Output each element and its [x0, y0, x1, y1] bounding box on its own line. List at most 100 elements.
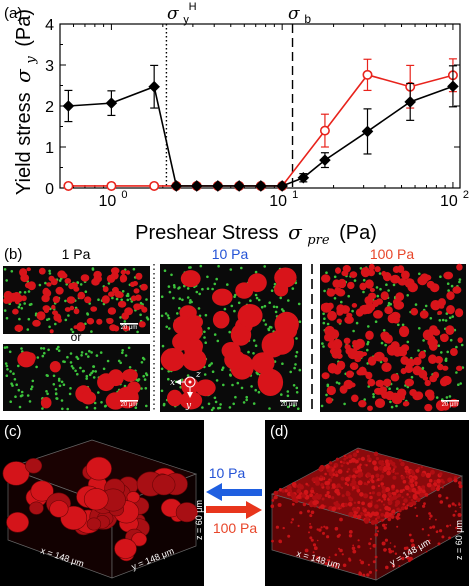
label-1pa: 1 Pa	[62, 246, 91, 262]
droplet	[456, 365, 463, 371]
particle	[38, 283, 42, 287]
droplet-fine	[367, 480, 370, 484]
particle	[136, 330, 139, 334]
droplet-fine	[348, 497, 354, 502]
particle	[359, 267, 363, 270]
droplet-fine	[371, 485, 376, 490]
droplet-fine	[401, 556, 405, 561]
droplet-fine	[346, 483, 350, 487]
data-point-circle	[149, 180, 160, 191]
particle	[17, 305, 21, 309]
particle	[172, 296, 175, 300]
droplet-fine	[296, 488, 302, 494]
particle	[255, 296, 259, 300]
particle	[374, 320, 378, 324]
droplet-fine	[348, 558, 352, 562]
droplet	[57, 317, 62, 323]
micrograph-10pa: 20 μm x y z	[160, 264, 302, 412]
particle	[126, 298, 130, 302]
svg-text:x: x	[170, 378, 175, 388]
droplet-fine	[394, 503, 398, 507]
droplet-fine	[325, 485, 330, 490]
droplet	[64, 307, 71, 312]
droplet-fine	[348, 474, 353, 479]
particle	[160, 367, 164, 371]
droplet-fine	[410, 483, 415, 488]
particle	[162, 403, 166, 407]
particle	[201, 287, 204, 291]
droplet	[14, 324, 24, 332]
particle	[176, 312, 179, 315]
droplet-fine	[339, 460, 343, 464]
particle	[80, 354, 83, 357]
droplet	[401, 270, 410, 280]
particle	[54, 392, 58, 395]
droplet	[124, 307, 133, 316]
particle	[3, 346, 7, 349]
droplet	[237, 304, 263, 328]
particle	[444, 357, 448, 361]
droplet	[329, 347, 338, 355]
particle	[257, 390, 261, 394]
droplet-fine	[357, 480, 363, 486]
label-100pa: 100 Pa	[370, 246, 415, 262]
particle	[57, 345, 60, 349]
droplet	[365, 371, 373, 380]
droplet-fine	[307, 509, 310, 513]
droplet-fine	[383, 498, 387, 501]
droplet-fine	[375, 457, 379, 461]
particle	[448, 316, 452, 320]
droplet-fine	[398, 508, 402, 513]
droplet-fine	[376, 499, 379, 503]
droplet	[36, 311, 46, 321]
droplet-fine	[328, 478, 331, 481]
particle	[424, 304, 428, 308]
droplet	[55, 286, 64, 295]
particle	[198, 292, 201, 296]
y-axis-symbol: σ	[11, 68, 35, 83]
droplet-fine	[348, 534, 353, 538]
particle	[178, 306, 181, 310]
droplet-fine	[454, 504, 457, 507]
droplet-fine	[324, 562, 328, 565]
droplet-fine	[336, 491, 341, 496]
micrograph-1pa-bottom: 20 μm	[3, 344, 150, 411]
droplet	[195, 379, 216, 397]
droplet-fine	[375, 518, 378, 520]
droplet	[343, 337, 351, 344]
droplet	[363, 303, 374, 314]
droplet-fine	[361, 501, 365, 506]
particle	[46, 374, 49, 378]
dim-z-c: z = 60 μm	[194, 500, 204, 540]
droplet	[130, 281, 136, 287]
particle	[201, 406, 204, 409]
droplet	[443, 271, 454, 280]
y-axis-unit: (Pa)	[13, 9, 35, 47]
droplet-fine	[351, 474, 357, 479]
droplet-fine	[459, 506, 462, 509]
droplet-fine	[360, 512, 363, 515]
droplet	[381, 392, 389, 399]
particle	[294, 355, 298, 358]
droplet-fine	[344, 482, 348, 485]
droplet-fine	[435, 486, 440, 492]
particle	[215, 379, 219, 382]
y-axis-subscript: y	[24, 56, 39, 65]
axes-layer: 0 1 2 3 4 10 0 10 1 10 2	[45, 17, 469, 210]
particle	[14, 395, 17, 399]
droplet	[326, 385, 336, 396]
droplet-fine	[374, 504, 379, 509]
particle	[322, 345, 325, 348]
droplet	[452, 286, 462, 294]
droplet-fine	[352, 549, 356, 553]
droplet	[76, 322, 86, 332]
droplet	[69, 305, 75, 311]
particle	[31, 379, 35, 383]
droplet-fine	[430, 469, 435, 475]
droplet-fine	[349, 482, 354, 487]
droplet	[418, 369, 428, 379]
particle	[119, 316, 122, 319]
particle	[252, 402, 256, 405]
droplet-fine	[361, 506, 365, 510]
particle	[85, 406, 89, 409]
